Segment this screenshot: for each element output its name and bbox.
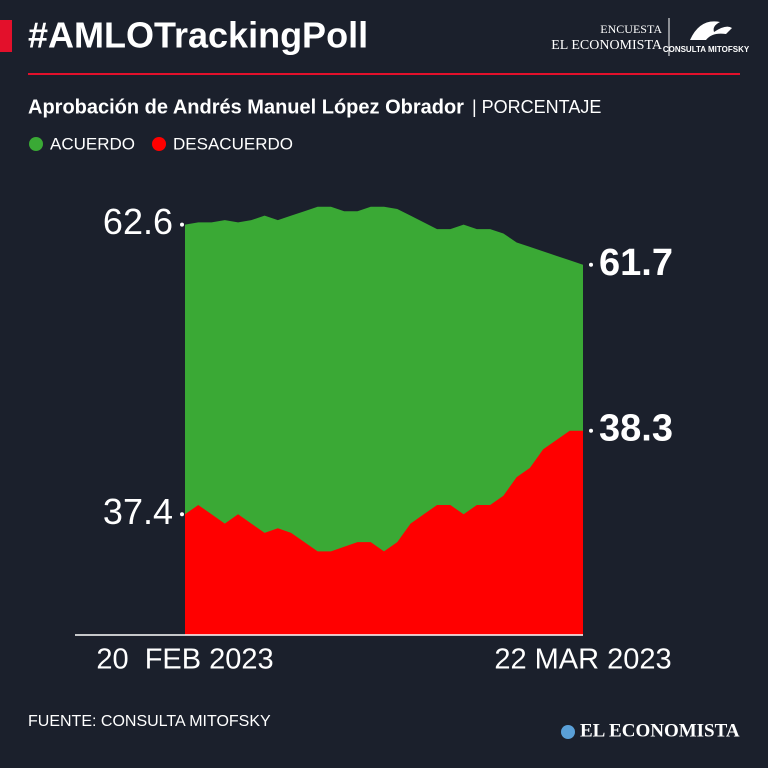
logo-top: ENCUESTA bbox=[600, 22, 662, 36]
value-label: 37.4 bbox=[103, 491, 173, 532]
logo-bottom: EL ECONOMISTA bbox=[551, 38, 663, 53]
value-label: 38.3 bbox=[599, 408, 673, 450]
logo-mark: CONSULTA MITOFSKY bbox=[663, 45, 750, 54]
brand-icon bbox=[561, 725, 575, 739]
area bbox=[185, 430, 583, 635]
chart-title: Aprobación de Andrés Manuel López Obrado… bbox=[28, 96, 464, 118]
legend-swatch bbox=[29, 137, 43, 151]
x-tick-label: 20 FEB 2023 bbox=[96, 644, 273, 676]
end-dot bbox=[180, 512, 184, 517]
value-label: 62.6 bbox=[103, 201, 173, 242]
accent-bar bbox=[0, 20, 12, 52]
end-dot bbox=[589, 262, 593, 267]
source: FUENTE: CONSULTA MITOFSKY bbox=[28, 713, 271, 730]
legend-label: ACUERDO bbox=[50, 134, 135, 153]
value-label: 61.7 bbox=[599, 242, 673, 284]
brand: EL ECONOMISTA bbox=[580, 720, 740, 741]
page-title: #AMLOTrackingPoll bbox=[28, 15, 368, 56]
logo-icon bbox=[690, 21, 732, 40]
legend-label: DESACUERDO bbox=[173, 134, 293, 153]
legend-swatch bbox=[152, 137, 167, 151]
end-dot bbox=[589, 428, 593, 433]
x-tick-label: 22 MAR 2023 bbox=[494, 644, 671, 676]
chart-unit: | PORCENTAJE bbox=[472, 97, 601, 117]
end-dot bbox=[180, 222, 184, 227]
